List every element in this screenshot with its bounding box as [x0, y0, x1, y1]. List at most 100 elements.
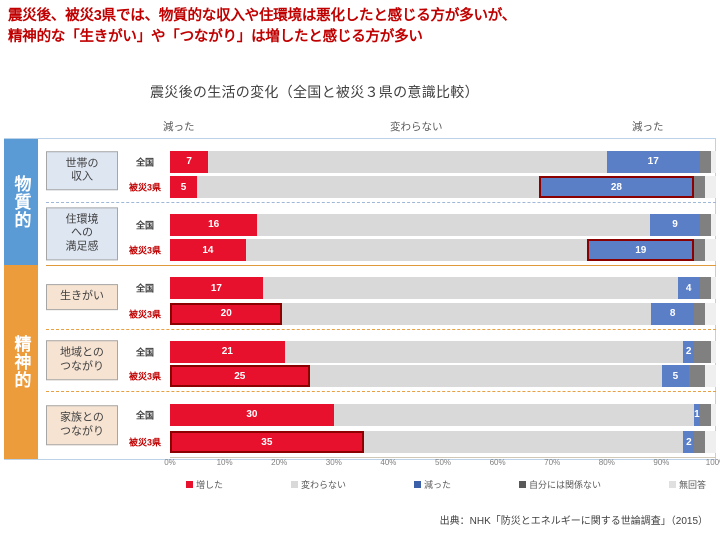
bar-segment: 21 [170, 340, 285, 363]
bar-segment: 28 [538, 176, 695, 199]
bar-segment [694, 239, 706, 262]
bar-segment [284, 340, 684, 363]
legend-label: 変わらない [300, 480, 346, 490]
bar-segment [688, 365, 706, 388]
legend-label: 無回答 [678, 480, 706, 490]
group-label-line: への [71, 226, 93, 239]
bar-segment: 8 [650, 302, 695, 325]
group-label: 家族との つながり [46, 405, 118, 445]
bar-segment: 4 [677, 277, 700, 300]
row-label-zenkoku: 全国 [135, 157, 154, 168]
bar-segment [694, 176, 706, 199]
table-row: 被災3県 5 28 [124, 176, 716, 199]
group-label: 世帯の 収入 [46, 150, 118, 191]
bar-segment [699, 277, 711, 300]
bar-segment [710, 277, 716, 300]
bar-segment: 14 [170, 239, 246, 262]
x-axis-tick: 40% [380, 458, 397, 467]
bar-segment: 5 [661, 365, 689, 388]
stacked-bar: 5 28 [170, 176, 716, 199]
row-label-hisai: 被災3県 [128, 245, 161, 256]
x-axis-tick: 20% [271, 458, 288, 467]
band-label-material: 物質的 [4, 139, 38, 265]
headline-line-1: 震災後、被災3県では、物質的な収入や住環境は悪化したと感じる方が多いが、 [8, 8, 517, 24]
group-separator [46, 202, 716, 203]
bar-segment [257, 213, 651, 236]
bar-segment: 19 [587, 239, 695, 262]
x-axis-tick: 50% [434, 458, 452, 467]
bar-segment [705, 176, 716, 199]
top-note-right: 減った [632, 121, 664, 133]
bar-segment [699, 213, 711, 236]
bar-segment [694, 302, 706, 325]
table-row: 被災3県 35 2 [124, 431, 717, 454]
legend-item: 減った [413, 478, 451, 491]
stacked-bar: 17 4 [170, 277, 716, 300]
bar-segment [710, 340, 716, 363]
row-label-zenkoku: 全国 [135, 220, 154, 231]
chart-legend: 増した 変わらない 減った 自分には関係ない 無回答 [186, 478, 706, 491]
stacked-bar: 21 2 [170, 340, 716, 363]
x-axis-tick: 70% [544, 458, 561, 467]
headline: 震災後、被災3県では、物質的な収入や住環境は悪化したと感じる方が多いが、 精神的… [8, 6, 714, 48]
chart-group: 住環境 への 満足感 全国 16 9 被災3県 14 19 [38, 202, 716, 265]
bar-segment [699, 403, 711, 426]
bar-segment [705, 431, 717, 454]
legend-label: 自分には関係ない [528, 480, 601, 490]
row-label-hisai: 被災3県 [128, 437, 161, 448]
stacked-bar: 14 19 [170, 239, 716, 262]
row-label-zenkoku: 全国 [135, 283, 154, 294]
legend-item: 無回答 [668, 478, 706, 491]
table-row: 被災3県 20 8 [124, 302, 717, 325]
bar-segment: 30 [170, 403, 334, 426]
group-separator [46, 391, 716, 392]
stacked-bar: 7 17 [170, 150, 716, 173]
group-label: 住環境 への 満足感 [46, 206, 118, 261]
bar-segment [333, 403, 695, 426]
chart-title: 震災後の生活の変化（全国と被災３県の意識比較） [150, 84, 479, 100]
group-separator [46, 329, 716, 330]
legend-swatch-icon [668, 481, 676, 488]
row-label-hisai: 被災3県 [128, 371, 161, 382]
x-axis-tick: 80% [598, 458, 615, 467]
legend-swatch-icon [518, 481, 526, 488]
group-label-line: つながり [60, 360, 104, 372]
stacked-bar: 30 1 [170, 403, 716, 426]
group-label-line: 生きがい [60, 290, 104, 303]
bar-segment: 17 [606, 150, 700, 173]
legend-swatch-icon [413, 481, 421, 488]
bar-segment: 9 [650, 213, 700, 236]
legend-swatch-icon [290, 481, 298, 488]
table-row: 被災3県 25 5 [124, 365, 716, 388]
bar-segment: 2 [683, 340, 695, 363]
bar-segment [710, 213, 716, 236]
bar-segment [309, 365, 662, 388]
table-row: 全国 21 2 [124, 340, 716, 363]
group-label-line: 家族との [60, 411, 104, 424]
legend-swatch-icon [186, 481, 193, 488]
bar-segment [710, 403, 716, 426]
x-axis-tick: 90% [653, 458, 670, 467]
chart-group: 世帯の 収入 全国 7 17 被災3県 5 28 [38, 139, 716, 202]
x-axis-ticks: 0% 10% 20% 30% 40% 50% 60% 70% 80% 90% 100% [164, 458, 720, 472]
legend-item: 増した [186, 478, 223, 491]
bar-segment [245, 239, 588, 262]
row-label-hisai: 被災3県 [128, 309, 161, 320]
group-separator [46, 265, 716, 266]
bar-segment [705, 302, 717, 325]
source-note: 出典：NHK「防災とエネルギーに関する世論調査」（2015） [439, 516, 708, 527]
band-label-mental: 精神的 [4, 265, 38, 459]
group-label-line: 地域との [60, 346, 104, 359]
x-axis-tick: 10% [216, 458, 233, 467]
top-note-middle: 変わらない [390, 121, 443, 133]
row-label-zenkoku: 全国 [135, 410, 154, 421]
stacked-bar: 20 8 [170, 302, 717, 325]
bar-segment [363, 431, 684, 454]
x-axis-tick: 0% [164, 458, 176, 467]
bar-segment: 25 [170, 365, 310, 388]
x-axis-tick: 30% [325, 458, 342, 467]
table-row: 全国 16 9 [124, 213, 716, 236]
legend-label: 減った [423, 480, 451, 490]
bar-segment: 7 [170, 150, 209, 173]
group-label-line: 収入 [71, 170, 93, 183]
